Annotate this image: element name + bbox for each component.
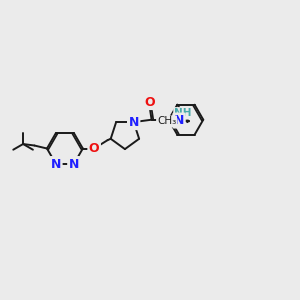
Text: N: N [69, 158, 79, 170]
Text: N: N [128, 116, 139, 129]
Text: CH₃: CH₃ [157, 116, 176, 126]
Text: N: N [51, 158, 61, 170]
Text: O: O [89, 142, 100, 155]
Text: NH: NH [175, 108, 192, 118]
Text: N: N [174, 114, 184, 127]
Text: O: O [144, 96, 154, 109]
